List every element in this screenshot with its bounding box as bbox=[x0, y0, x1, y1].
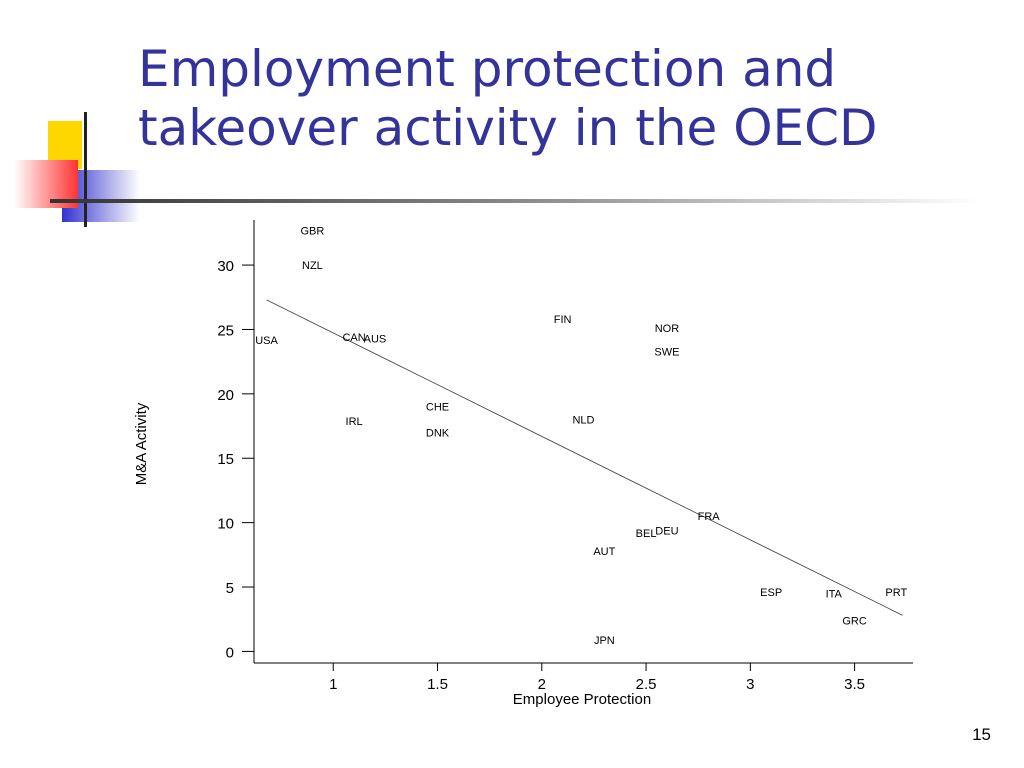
point-label-esp: ESP bbox=[760, 587, 782, 599]
point-label-ita: ITA bbox=[826, 588, 843, 600]
point-label-aus: AUS bbox=[364, 333, 387, 345]
x-tick-label: 3 bbox=[746, 676, 754, 693]
point-label-che: CHE bbox=[426, 402, 449, 414]
y-tick-label: 5 bbox=[226, 580, 234, 597]
y-tick-label: 25 bbox=[217, 322, 234, 339]
page-number: 15 bbox=[972, 725, 991, 744]
slide-title-line-1: Employment protection and bbox=[138, 40, 837, 98]
y-tick-label: 20 bbox=[217, 387, 234, 404]
point-label-nld: NLD bbox=[572, 415, 594, 427]
point-label-deu: DEU bbox=[655, 525, 678, 537]
x-tick-label: 1.5 bbox=[427, 676, 448, 693]
point-label-dnk: DNK bbox=[426, 427, 450, 439]
point-label-bel: BEL bbox=[636, 528, 657, 540]
point-label-grc: GRC bbox=[842, 616, 867, 628]
y-tick-label: 0 bbox=[226, 644, 234, 661]
point-label-irl: IRL bbox=[346, 416, 363, 428]
point-label-nzl: NZL bbox=[302, 260, 323, 272]
x-tick-label: 1 bbox=[329, 676, 337, 693]
trend-line bbox=[266, 299, 903, 616]
point-label-gbr: GBR bbox=[300, 225, 324, 237]
point-label-fin: FIN bbox=[554, 314, 572, 326]
slide-title-line-2: takeover activity in the OECD bbox=[138, 99, 878, 157]
point-label-can: CAN bbox=[342, 332, 365, 344]
point-label-fra: FRA bbox=[698, 511, 721, 523]
y-tick-label: 10 bbox=[217, 516, 234, 533]
point-label-nor: NOR bbox=[655, 323, 680, 335]
point-label-swe: SWE bbox=[654, 346, 679, 358]
x-axis-label: Employee Protection bbox=[513, 691, 651, 708]
y-tick-label: 30 bbox=[217, 258, 234, 275]
point-label-aut: AUT bbox=[593, 546, 615, 558]
y-tick-label: 15 bbox=[217, 451, 234, 468]
x-tick-label: 3.5 bbox=[844, 676, 865, 693]
x-tick-label: 2.5 bbox=[636, 676, 657, 693]
trend-line-group bbox=[266, 299, 903, 616]
chart-axes: 0 5 10 15 20 25 30 1 1.5 2 2.5 3 3.5 bbox=[217, 220, 913, 693]
x-tick-label: 2 bbox=[538, 676, 546, 693]
y-axis-label: M&A Activity bbox=[133, 402, 150, 485]
slide-title: Employment protection and takeover activ… bbox=[138, 40, 998, 158]
point-label-jpn: JPN bbox=[594, 635, 615, 647]
point-label-usa: USA bbox=[255, 335, 278, 347]
point-label-prt: PRT bbox=[885, 587, 907, 599]
